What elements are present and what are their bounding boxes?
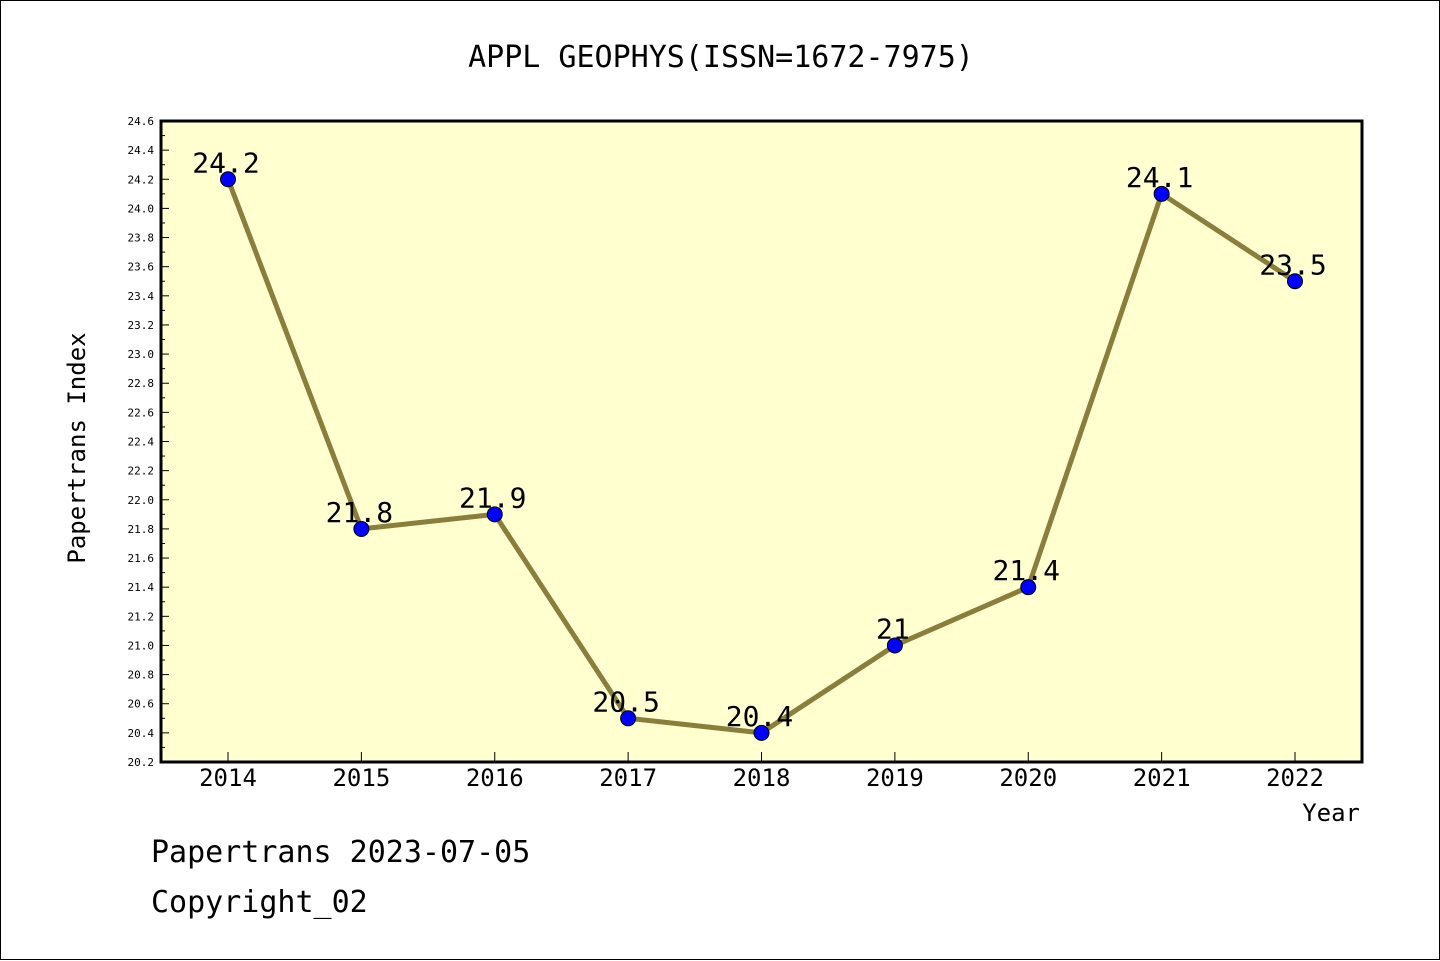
x-tick-label: 2020 (999, 764, 1057, 792)
y-tick-label: 22.6 (128, 406, 155, 419)
data-label: 23.5 (1259, 248, 1326, 281)
data-label: 21.9 (459, 481, 526, 514)
footer-copyright: Copyright_02 (151, 885, 368, 920)
data-label: 24.1 (1126, 161, 1193, 194)
x-tick-label: 2015 (332, 764, 390, 792)
data-label: 24.2 (192, 146, 259, 179)
y-tick-label: 21.4 (128, 581, 155, 594)
x-tick-label: 2021 (1133, 764, 1191, 792)
footer-date: Papertrans 2023-07-05 (151, 835, 531, 870)
data-labels: 24.2 21.8 21.9 20.5 20.4 21 21.4 24.1 23.5 (192, 146, 1326, 733)
data-label: 20.4 (726, 700, 793, 733)
y-tick-label: 20.4 (128, 727, 155, 740)
y-tick-label: 21.8 (128, 523, 155, 536)
data-point (1287, 273, 1303, 290)
x-tick-label: 2016 (466, 764, 524, 792)
data-label: 21 (876, 612, 910, 645)
data-point (486, 506, 503, 523)
plot-area (159, 119, 1364, 764)
data-point (886, 637, 903, 654)
data-point (620, 710, 637, 727)
data-point (1153, 185, 1170, 202)
data-point (753, 724, 770, 741)
y-tick-label: 22.0 (128, 494, 155, 507)
y-tick-label: 23.8 (128, 232, 155, 245)
y-tick-label: 24.4 (128, 144, 155, 157)
chart-title: APPL GEOPHYS(ISSN=1672-7975) (468, 40, 974, 75)
x-axis: 2014 2015 2016 2017 2018 2019 2020 2021 2022 (199, 752, 1324, 792)
series-markers (220, 171, 1303, 741)
y-tick-label: 20.2 (128, 756, 155, 769)
y-tick-label: 22.4 (128, 436, 155, 449)
y-tick-label: 22.2 (128, 465, 155, 478)
y-tick-label: 21.0 (128, 639, 155, 652)
y-tick-label: 23.2 (128, 319, 155, 332)
y-tick-label: 20.6 (128, 698, 155, 711)
y-axis: 20.2 20.4 20.6 20.8 21.0 21.2 21.4 21.6 21.8 22.0… (128, 115, 169, 769)
x-axis-label: Year (1302, 799, 1360, 827)
x-tick-label: 2019 (866, 764, 924, 792)
y-tick-label: 24.2 (128, 173, 155, 186)
y-axis-label: Papertrans Index (63, 332, 91, 563)
y-tick-label: 23.6 (128, 261, 155, 274)
y-tick-label: 24.6 (128, 115, 155, 128)
y-tick-label: 22.8 (128, 377, 155, 390)
x-tick-label: 2014 (199, 764, 257, 792)
y-tick-label: 23.4 (128, 290, 155, 303)
x-tick-label: 2018 (733, 764, 791, 792)
data-label: 21.8 (326, 496, 393, 529)
y-tick-label: 23.0 (128, 348, 155, 361)
y-tick-label: 21.2 (128, 610, 155, 623)
y-tick-label: 20.8 (128, 669, 155, 682)
data-point (1020, 579, 1037, 596)
data-label: 21.4 (993, 554, 1060, 587)
data-point (353, 520, 370, 537)
y-tick-label: 24.0 (128, 202, 155, 215)
data-label: 20.5 (592, 685, 659, 718)
data-point (220, 171, 236, 188)
x-tick-label: 2017 (599, 764, 657, 792)
x-tick-label: 2022 (1266, 764, 1324, 792)
y-tick-label: 21.6 (128, 552, 155, 565)
